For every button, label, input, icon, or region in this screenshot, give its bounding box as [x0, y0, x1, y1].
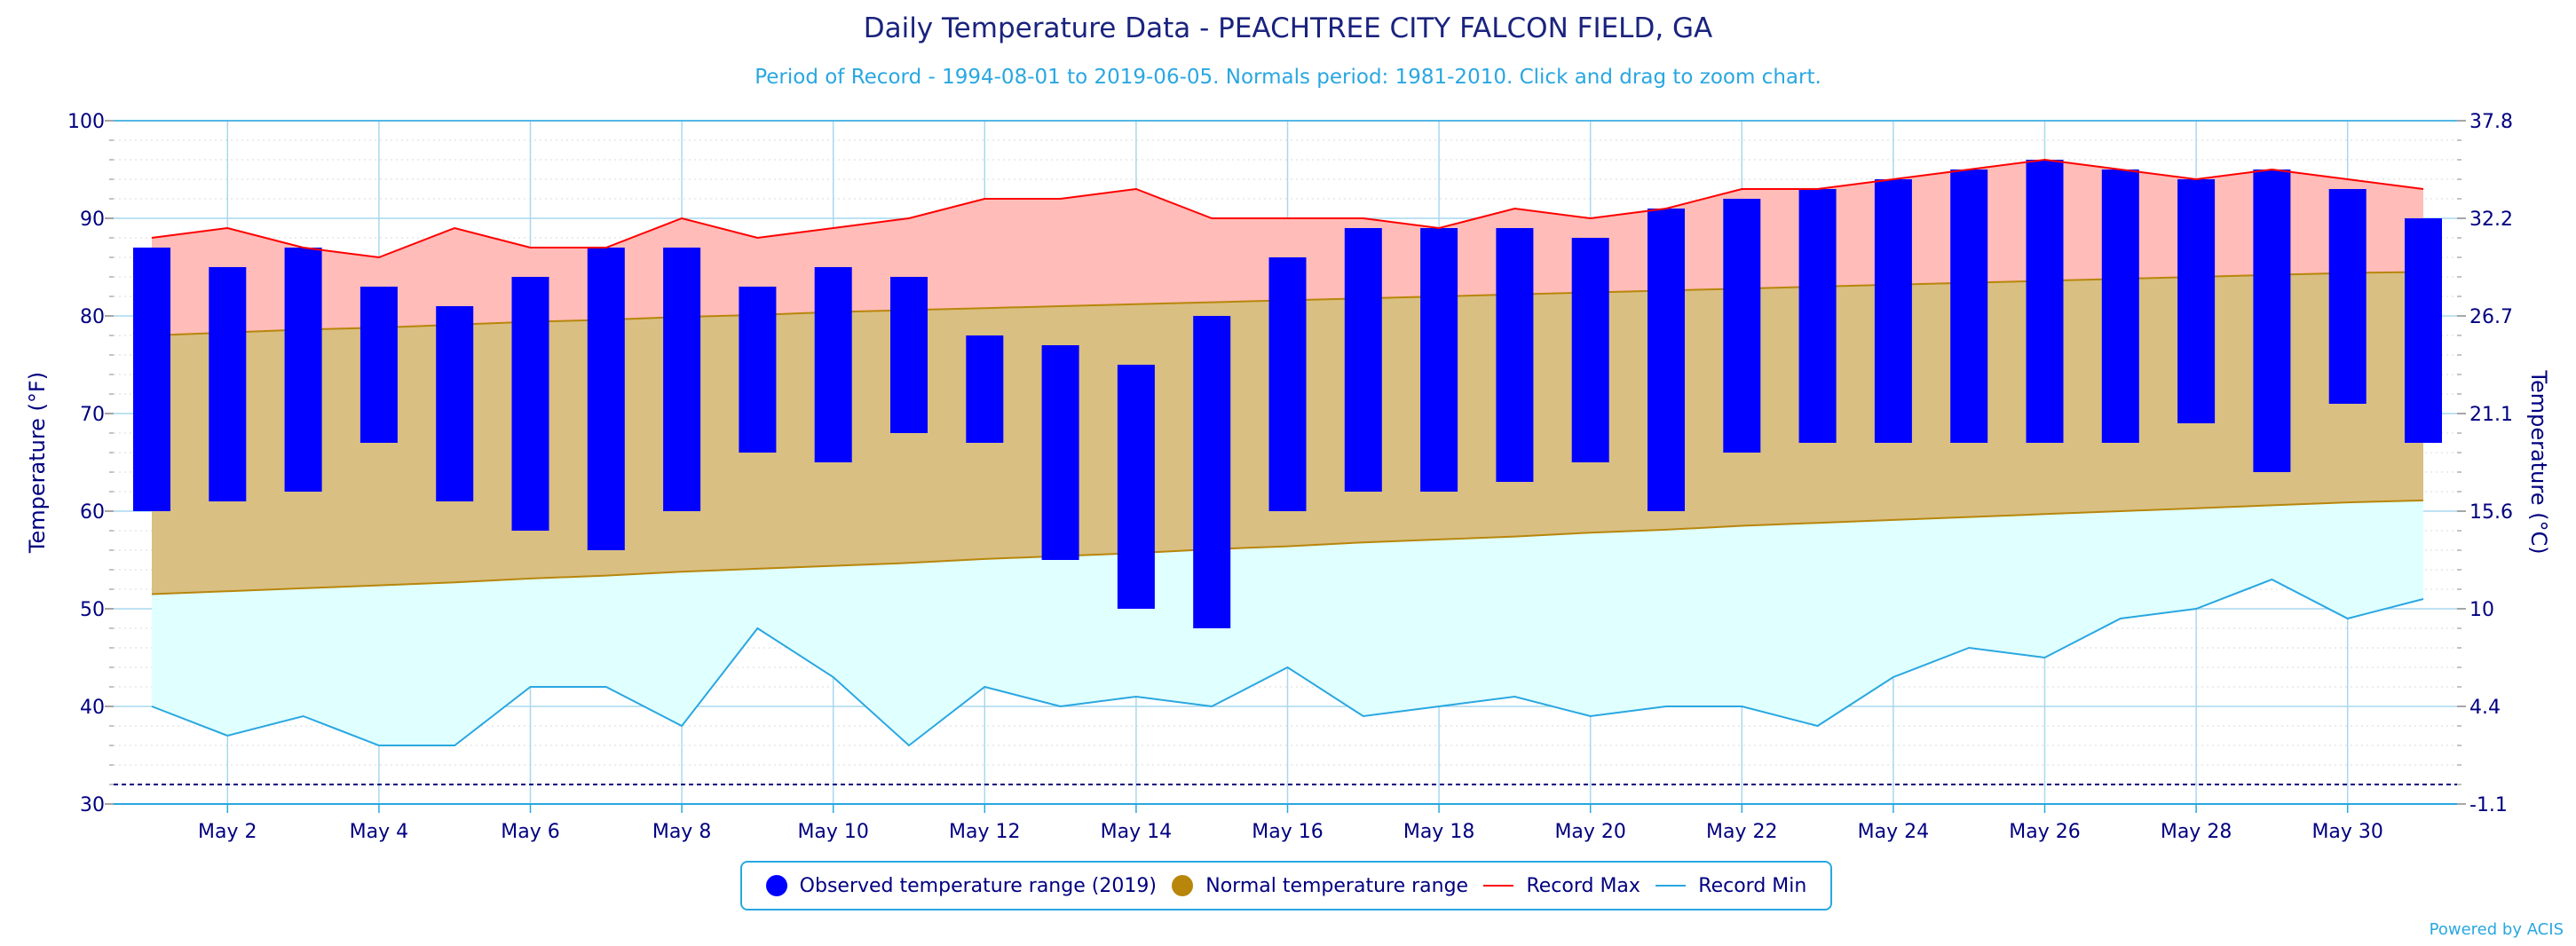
x-tick-label: May 12 — [949, 821, 1020, 843]
record-max-area — [152, 160, 2423, 335]
y2-tick-label: -1.1 — [2469, 794, 2508, 816]
observed-bar — [1117, 365, 1155, 609]
y-tick-label: 100 — [67, 111, 105, 133]
legend-dot-icon — [765, 875, 787, 896]
observed-bar — [966, 335, 1004, 443]
x-tick-label: May 18 — [1403, 821, 1474, 843]
y2-tick-label: 32.2 — [2469, 209, 2513, 231]
legend-line-icon — [1655, 885, 1687, 887]
y-tick-label: 40 — [80, 697, 105, 719]
x-tick-label: May 30 — [2311, 821, 2382, 843]
legend-label: Observed temperature range (2019) — [799, 874, 1157, 897]
observed-bar — [739, 287, 777, 453]
observed-bar — [1041, 345, 1079, 560]
y2-tick-label: 4.4 — [2469, 697, 2501, 719]
record-max-line — [151, 158, 2424, 259]
observed-bar — [2177, 179, 2216, 423]
y-tick-label: 90 — [80, 209, 105, 231]
legend-item[interactable]: Record Min — [1655, 875, 1806, 897]
y2-axis-title: Temperature (°C) — [2526, 369, 2551, 554]
chart-title: Daily Temperature Data - PEACHTREE CITY … — [863, 12, 1713, 44]
x-tick-label: May 28 — [2161, 821, 2232, 843]
x-tick-label: May 14 — [1101, 821, 1172, 843]
y2-tick-label: 10 — [2469, 599, 2494, 621]
x-tick-label: May 22 — [1706, 821, 1777, 843]
legend-line-icon — [1483, 885, 1514, 887]
legend-dot-icon — [1172, 875, 1194, 896]
y2-tick-label: 21.1 — [2469, 404, 2513, 426]
y-tick-label: 70 — [80, 404, 105, 426]
observed-bar — [2253, 169, 2291, 472]
observed-bar — [1874, 179, 1912, 443]
observed-bar — [663, 248, 701, 511]
observed-bar — [587, 248, 625, 550]
x-tick-label: May 6 — [501, 821, 559, 843]
legend-item[interactable]: Observed temperature range (2019) — [765, 874, 1157, 897]
y-tick-label: 50 — [80, 599, 105, 621]
observed-bar — [1268, 257, 1307, 511]
x-tick-label: May 16 — [1252, 821, 1323, 843]
x-tick-label: May 8 — [652, 821, 711, 843]
observed-bar — [2026, 160, 2064, 443]
record-lines — [114, 158, 2457, 785]
legend-label: Normal temperature range — [1205, 874, 1469, 897]
observed-bar — [1420, 228, 1458, 492]
observed-bar — [1723, 199, 1761, 453]
observed-bar — [1798, 189, 1837, 443]
legend[interactable]: Observed temperature range (2019) Normal … — [740, 861, 1832, 911]
x-tick-label: May 20 — [1554, 821, 1625, 843]
observed-bar — [814, 267, 852, 462]
y2-tick-label: 26.7 — [2469, 306, 2513, 328]
x-tick-label: May 10 — [797, 821, 868, 843]
normal-low-line — [151, 499, 2424, 595]
observed-bar — [1496, 228, 1534, 482]
observed-bar — [360, 287, 398, 443]
observed-bar — [1648, 209, 1685, 511]
y-tick-label: 60 — [80, 501, 105, 524]
observed-bar — [2405, 218, 2442, 443]
y2-tick-label: 37.8 — [2469, 111, 2513, 133]
record-min-area — [152, 500, 2423, 745]
observed-bar — [1193, 316, 1231, 628]
chart-subtitle: Period of Record - 1994-08-01 to 2019-06… — [755, 66, 1821, 89]
record-min-line — [151, 578, 2424, 747]
observed-bar — [1571, 238, 1609, 462]
x-tick-label: May 26 — [2009, 821, 2080, 843]
observed-bar — [890, 277, 928, 433]
legend-item[interactable]: Normal temperature range — [1172, 875, 1468, 897]
observed-bar — [133, 248, 170, 511]
observed-bar — [2101, 169, 2139, 443]
observed-bar — [1344, 228, 1382, 492]
axes: 30 40 50 60 70 80 90 100 -1.1 4.4 10 15.6 21.1 26.7 32… — [25, 111, 2551, 843]
observed-bars — [133, 160, 2442, 628]
legend-item[interactable]: Record Max — [1483, 875, 1640, 897]
credits-link[interactable]: Powered by ACIS — [2429, 920, 2564, 939]
legend-label: Record Max — [1526, 874, 1640, 897]
x-tick-label: May 4 — [350, 821, 408, 843]
x-tick-label: May 2 — [198, 821, 257, 843]
x-tick-label: May 24 — [1858, 821, 1929, 843]
y-axis-title: Temperature (°F) — [25, 372, 50, 554]
observed-bar — [511, 277, 549, 531]
observed-bar — [436, 306, 474, 501]
y-tick-label: 80 — [80, 306, 105, 328]
observed-bar — [2328, 189, 2367, 404]
y2-tick-label: 15.6 — [2469, 501, 2513, 524]
y-tick-label: 30 — [80, 794, 105, 816]
legend-label: Record Min — [1698, 874, 1807, 897]
observed-bar — [209, 267, 247, 501]
observed-bar — [284, 248, 322, 492]
observed-bar — [1950, 169, 1988, 443]
